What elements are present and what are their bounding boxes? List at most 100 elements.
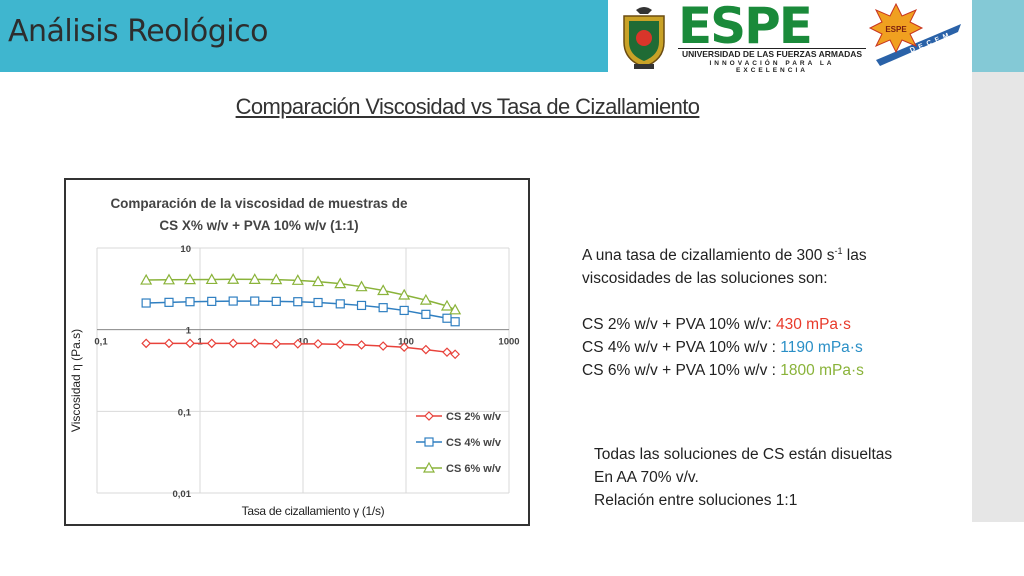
series-line-cs-2-w-v bbox=[146, 342, 456, 355]
legend-label-cs-2-w-v: CS 2% w/v bbox=[446, 411, 502, 423]
data-point-cs-6-w-v bbox=[227, 273, 240, 284]
data-point-cs-4-w-v bbox=[141, 298, 151, 308]
page-title: Análisis Reológico bbox=[8, 14, 268, 49]
legend-marker-cs-2-w-v bbox=[424, 411, 434, 421]
cs2-label: CS 2% w/v + PVA 10% w/v: bbox=[582, 316, 776, 334]
note-1: Todas las soluciones de CS están disuelt… bbox=[594, 446, 893, 463]
x-tick-label: 0,1 bbox=[94, 337, 108, 348]
data-point-cs-4-w-v bbox=[421, 309, 431, 319]
cs2-value: 430 mPa·s bbox=[775, 316, 851, 334]
chart-title-line-1: Comparación de la viscosidad de muestras… bbox=[110, 196, 408, 211]
chart-svg: Comparación de la viscosidad de muestras… bbox=[69, 196, 520, 518]
data-point-cs-6-w-v bbox=[334, 277, 347, 289]
data-point-cs-4-w-v bbox=[450, 317, 460, 327]
series-line-cs-6-w-v bbox=[146, 278, 456, 311]
y-tick-label: 10 bbox=[180, 244, 191, 255]
data-point-cs-4-w-v bbox=[356, 300, 367, 311]
data-point-cs-6-w-v bbox=[419, 293, 432, 305]
y-tick-label: 0,01 bbox=[173, 489, 192, 500]
data-point-cs-2-w-v bbox=[442, 347, 452, 358]
data-point-cs-6-w-v bbox=[140, 273, 153, 285]
university-motto: INNOVACIÓN PARA LA EXCELENCIA bbox=[709, 60, 835, 74]
y-axis-title: Viscosidad η (Pa.s) bbox=[69, 329, 83, 432]
data-point-cs-4-w-v bbox=[185, 297, 195, 307]
x-tick-label: 1 bbox=[197, 337, 203, 348]
x-tick-label: 1000 bbox=[498, 337, 519, 348]
data-point-cs-6-w-v bbox=[377, 284, 390, 296]
data-point-cs-6-w-v bbox=[248, 273, 261, 284]
data-point-cs-2-w-v bbox=[185, 338, 195, 349]
side-panel-top bbox=[972, 0, 1024, 72]
crest-icon bbox=[623, 7, 665, 69]
data-point-cs-4-w-v bbox=[207, 296, 217, 306]
cs2-line: CS 2% w/v + PVA 10% w/v: 430 mPa·s bbox=[582, 313, 867, 336]
data-point-cs-6-w-v bbox=[398, 288, 411, 300]
data-point-cs-2-w-v bbox=[206, 338, 217, 349]
espe-wordmark: ESPE bbox=[678, 0, 813, 55]
department-logo-icon: ESPE DECEM bbox=[868, 2, 961, 66]
data-point-cs-4-w-v bbox=[442, 313, 452, 323]
data-point-cs-2-w-v bbox=[141, 338, 151, 349]
x-axis-title: Tasa de cizallamiento γ (1/s) bbox=[242, 504, 385, 518]
data-point-cs-6-w-v bbox=[440, 299, 454, 311]
data-point-cs-2-w-v bbox=[356, 340, 367, 350]
data-point-cs-4-w-v bbox=[164, 297, 174, 307]
notes-text: Todas las soluciones de CS están disuelt… bbox=[594, 443, 892, 512]
data-point-cs-4-w-v bbox=[250, 296, 260, 306]
rate-line-1: A una tasa de cizallamiento de 300 s-1 l… bbox=[582, 240, 867, 267]
legend-marker-cs-4-w-v bbox=[424, 437, 434, 447]
data-point-cs-4-w-v bbox=[399, 305, 409, 316]
y-tick-label: 1 bbox=[186, 326, 192, 337]
data-point-cs-4-w-v bbox=[271, 296, 281, 306]
data-point-cs-2-w-v bbox=[271, 339, 282, 349]
data-point-cs-2-w-v bbox=[228, 338, 239, 349]
spacer bbox=[582, 290, 867, 313]
side-panel bbox=[972, 72, 1024, 522]
cs4-value: 1190 mPa·s bbox=[780, 339, 863, 357]
data-point-cs-6-w-v bbox=[355, 280, 368, 292]
y-tick-label: 0,1 bbox=[178, 407, 192, 418]
data-point-cs-2-w-v bbox=[450, 349, 460, 360]
data-point-cs-6-w-v bbox=[291, 274, 304, 285]
data-point-cs-4-w-v bbox=[293, 297, 303, 307]
cs6-label: CS 6% w/v + PVA 10% w/v : bbox=[582, 362, 781, 380]
cs4-label: CS 4% w/v + PVA 10% w/v : bbox=[582, 339, 781, 357]
university-name: UNIVERSIDAD DE LAS FUERZAS ARMADAS bbox=[678, 48, 866, 60]
results-text: A una tasa de cizallamiento de 300 s-1 l… bbox=[582, 240, 867, 382]
data-point-cs-6-w-v bbox=[205, 273, 218, 285]
viscosity-chart: Comparación de la viscosidad de muestras… bbox=[64, 178, 530, 526]
data-point-cs-4-w-v bbox=[313, 297, 323, 308]
x-tick-label: 10 bbox=[298, 337, 309, 348]
university-logo: ESPE UNIVERSIDAD DE LAS FUERZAS ARMADAS … bbox=[608, 0, 972, 74]
x-tick-label: 100 bbox=[398, 337, 414, 348]
chart-title-line-2: CS X% w/v + PVA 10% w/v (1:1) bbox=[159, 218, 358, 233]
department-logo-text2: DECEM bbox=[909, 31, 954, 54]
data-point-cs-4-w-v bbox=[228, 296, 238, 306]
data-point-cs-6-w-v bbox=[270, 273, 283, 285]
data-point-cs-6-w-v bbox=[312, 275, 325, 287]
cs6-value: 1800 mPa·s bbox=[780, 362, 864, 380]
department-logo-text: ESPE bbox=[885, 25, 907, 34]
data-point-cs-4-w-v bbox=[335, 299, 345, 309]
cs6-line: CS 6% w/v + PVA 10% w/v : 1800 mPa·s bbox=[582, 359, 867, 382]
cs4-line: CS 4% w/v + PVA 10% w/v : 1190 mPa·s bbox=[582, 336, 867, 359]
data-point-cs-6-w-v bbox=[183, 273, 197, 285]
rate-line-2: viscosidades de las soluciones son: bbox=[582, 270, 828, 288]
data-point-cs-2-w-v bbox=[335, 339, 346, 350]
slide-subtitle: Comparación Viscosidad vs Tasa de Cizall… bbox=[235, 94, 700, 119]
series-line-cs-4-w-v bbox=[146, 300, 456, 323]
data-point-cs-4-w-v bbox=[378, 303, 388, 313]
legend-label-cs-4-w-v: CS 4% w/v bbox=[446, 437, 502, 449]
data-point-cs-6-w-v bbox=[449, 303, 462, 315]
data-point-cs-2-w-v bbox=[164, 338, 174, 349]
data-point-cs-2-w-v bbox=[313, 339, 323, 349]
data-point-cs-2-w-v bbox=[292, 339, 303, 349]
data-point-cs-6-w-v bbox=[162, 273, 176, 285]
rate-intro: A una tasa de cizallamiento de 300 s bbox=[582, 247, 835, 265]
data-point-cs-2-w-v bbox=[421, 344, 431, 355]
note-3: Relación entre soluciones 1:1 bbox=[594, 492, 798, 509]
data-point-cs-2-w-v bbox=[399, 342, 410, 353]
legend-label-cs-6-w-v: CS 6% w/v bbox=[446, 463, 502, 475]
rate-sup: -1 bbox=[834, 246, 843, 256]
data-point-cs-2-w-v bbox=[378, 341, 388, 351]
